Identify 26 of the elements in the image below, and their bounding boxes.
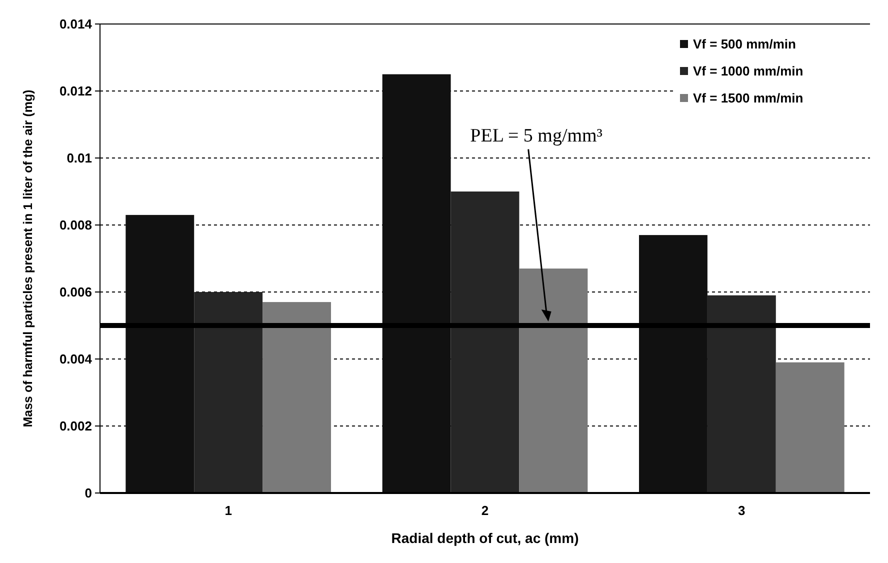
y-tick-label: 0.004: [59, 352, 93, 367]
y-tick-label: 0.014: [59, 16, 93, 32]
legend-label: Vf = 500 mm/min: [693, 36, 796, 52]
x-tick-label: 2: [481, 503, 489, 518]
legend-label: Vf = 1500 mm/min: [693, 90, 804, 106]
y-tick-label: 0.008: [59, 218, 92, 233]
bar: [262, 302, 331, 493]
bar: [639, 235, 708, 493]
x-axis-title: Radial depth of cut, ac (mm): [391, 530, 579, 546]
x-tick-label: 3: [738, 503, 746, 518]
y-tick-label: 0: [84, 486, 92, 501]
y-tick-label: 0.012: [59, 84, 92, 99]
legend-label: Vf = 1000 mm/min: [693, 64, 804, 79]
bar: [776, 362, 844, 493]
x-tick-label: 1: [224, 503, 232, 518]
y-tick-label: 0.002: [59, 418, 92, 434]
bar: [194, 292, 263, 493]
bar: [126, 214, 194, 493]
bar: [382, 74, 451, 493]
bar: [450, 192, 520, 493]
y-tick-label: 0.006: [59, 284, 92, 300]
y-axis-title: Mass of harmful particles present in 1 liter of the air (mg): [21, 90, 35, 428]
y-tick-label: 0.01: [66, 150, 92, 166]
bar: [519, 268, 588, 493]
bar: [707, 295, 776, 493]
annotation: PEL = 5 mg/mm³: [470, 125, 603, 146]
